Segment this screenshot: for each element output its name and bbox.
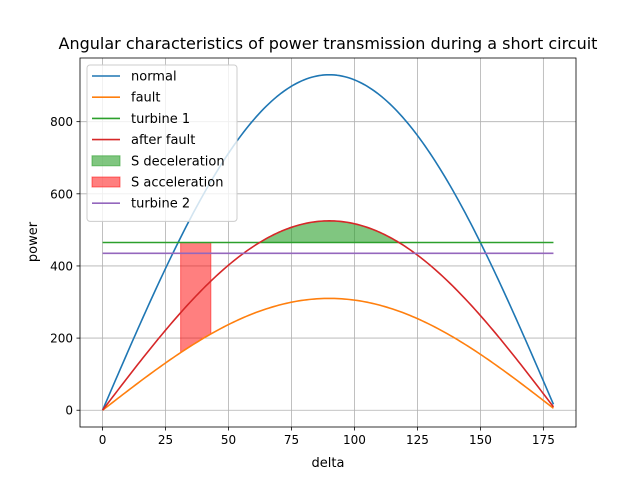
legend-label: turbine 2 xyxy=(131,197,190,212)
legend-label: normal xyxy=(131,70,177,85)
y-tick-label: 400 xyxy=(50,259,73,273)
series-line-fault xyxy=(102,297,554,411)
x-tick-label: 75 xyxy=(284,433,299,447)
legend-label: after fault xyxy=(131,133,195,148)
x-tick-label: 125 xyxy=(406,433,429,447)
series-line-after-fault xyxy=(101,220,555,411)
series-line-normal xyxy=(101,73,555,411)
legend-swatch xyxy=(91,176,121,188)
legend-swatch xyxy=(91,155,121,167)
y-tick-label: 600 xyxy=(50,187,73,201)
x-tick-label: 100 xyxy=(343,433,366,447)
x-axis-label: delta xyxy=(312,456,345,471)
y-ticks: 0 200 400 600 800 xyxy=(50,115,80,418)
x-ticks: 0 25 50 75 100 125 150 175 xyxy=(99,427,555,447)
series-lines xyxy=(101,73,555,411)
y-tick-label: 0 xyxy=(65,404,73,418)
legend-label: turbine 1 xyxy=(131,112,190,127)
x-tick-label: 50 xyxy=(221,433,236,447)
legend-box xyxy=(86,64,238,222)
legend-label: S acceleration xyxy=(131,176,223,191)
legend: normal fault turbine 1 after fault S deceler… xyxy=(86,64,238,222)
y-tick-label: 200 xyxy=(50,332,73,346)
x-tick-label: 25 xyxy=(158,433,173,447)
x-tick-label: 175 xyxy=(532,433,555,447)
chart-title: Angular characteristics of power transmi… xyxy=(59,34,598,53)
y-axis-label: power xyxy=(26,221,41,262)
plot-frame xyxy=(79,57,577,428)
legend-label: S deceleration xyxy=(131,154,225,169)
legend-label: fault xyxy=(131,91,161,106)
x-tick-label: 150 xyxy=(469,433,492,447)
y-tick-label: 800 xyxy=(50,115,73,129)
x-tick-label: 0 xyxy=(99,433,107,447)
